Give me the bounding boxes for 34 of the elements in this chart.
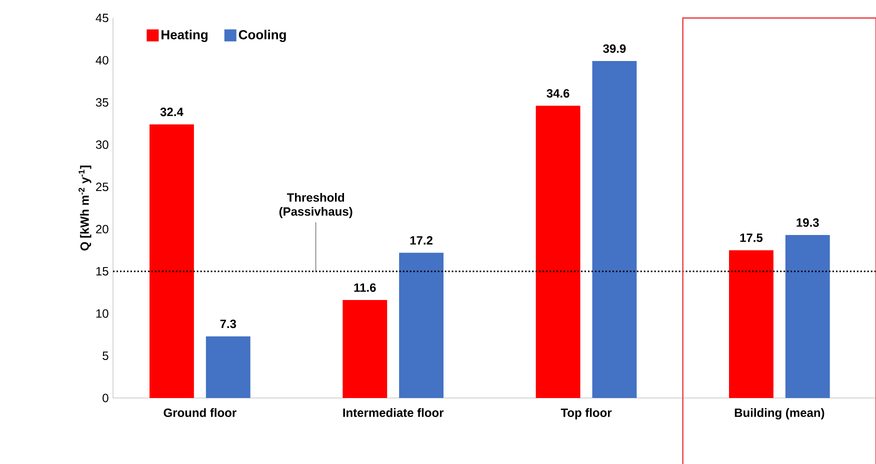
data-label: 17.2 [410, 236, 432, 245]
bar [399, 252, 444, 398]
x-tick-label: Intermediate floor [343, 408, 444, 418]
x-tick-label: Ground floor [164, 408, 236, 418]
x-tick-label: Top floor [560, 408, 612, 420]
bar [785, 235, 830, 398]
y-axis-title: Q [kWh m$^{-2}$ y$^{-1}$] [78, 166, 92, 250]
y-tick-label: 30 [96, 140, 108, 149]
y-tick-label: 20 [96, 224, 108, 234]
data-label: 34.6 [546, 89, 570, 98]
x-tick-label: Building (mean) [734, 408, 824, 420]
y-tick-label: 15 [96, 267, 108, 276]
bar [342, 300, 388, 398]
data-label: 11.6 [354, 283, 376, 292]
y-tick-label: 25 [96, 182, 108, 192]
ref-line-label: Threshold (Passivhaus) [279, 192, 352, 218]
y-tick-label: 40 [96, 56, 108, 64]
y-tick-label: 5 [102, 352, 108, 360]
legend-label: Cooling [238, 30, 286, 42]
y-tick-label: 0 [102, 394, 108, 402]
data-label: 19.3 [796, 218, 819, 227]
y-tick-label: 10 [96, 309, 108, 318]
y-tick-label: 45 [96, 14, 108, 22]
bar [536, 106, 580, 398]
legend-label: Heating [162, 30, 208, 42]
data-label: 39.9 [603, 44, 626, 53]
bar [592, 61, 637, 398]
bar [206, 336, 250, 398]
data-label: 32.4 [160, 108, 184, 116]
data-label: 17.5 [740, 234, 763, 242]
bar [150, 124, 194, 398]
y-tick-label: 35 [96, 98, 108, 107]
data-label: 7.3 [220, 320, 236, 328]
bar [729, 250, 774, 398]
